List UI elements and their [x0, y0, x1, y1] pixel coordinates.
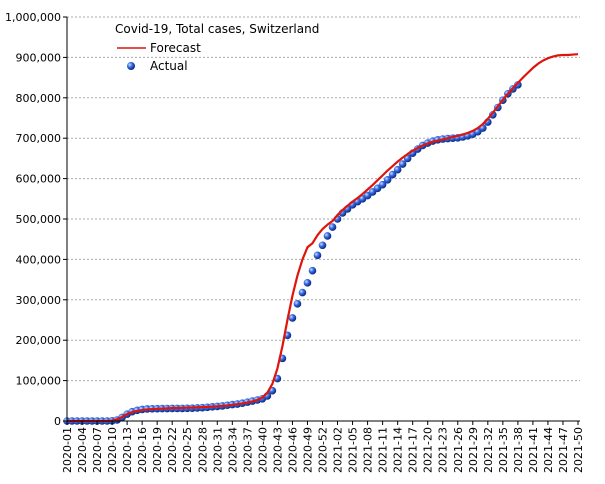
data-point — [303, 279, 312, 287]
x-tick-label: 2021-26 — [452, 427, 465, 473]
data-point — [388, 170, 397, 179]
data-point — [383, 176, 392, 184]
x-tick-label: 2020-04 — [76, 427, 89, 473]
x-tick-label: 2021-32 — [482, 427, 495, 473]
data-point — [328, 223, 337, 231]
chart-title: Covid-19, Total cases, Switzerland — [115, 22, 319, 36]
y-tick-label: 700,000 — [16, 132, 62, 145]
x-tick-label: 2020-49 — [301, 427, 314, 473]
x-tick-label: 2020-52 — [317, 427, 330, 473]
data-point — [313, 251, 322, 260]
plot-area — [63, 53, 579, 425]
x-tick-label: 2020-13 — [121, 427, 134, 473]
data-point — [298, 288, 307, 297]
x-tick-label: 2021-02 — [332, 427, 345, 473]
x-tick-label: 2020-10 — [106, 427, 119, 473]
y-tick-label: 800,000 — [16, 92, 62, 105]
y-tick-label: 100,000 — [16, 375, 62, 388]
y-tick-label: 1,000,000 — [5, 11, 61, 24]
data-point — [288, 314, 297, 322]
y-tick-label: 500,000 — [16, 213, 62, 226]
y-tick-label: 0 — [54, 415, 61, 428]
x-tick-label: 2021-41 — [527, 427, 540, 473]
grid — [67, 16, 580, 382]
x-tick-label: 2021-20 — [422, 427, 435, 473]
x-tick-label: 2020-25 — [181, 427, 194, 473]
x-tick-label: 2020-22 — [166, 427, 179, 473]
x-tick-label: 2020-19 — [151, 427, 164, 473]
y-tick-label: 400,000 — [16, 253, 62, 266]
y-tick-label: 600,000 — [16, 173, 62, 186]
x-tick-label: 2020-31 — [211, 427, 224, 473]
x-tick-label: 2020-28 — [196, 427, 209, 473]
x-tick-label: 2020-40 — [256, 427, 269, 473]
legend-label: Forecast — [150, 41, 201, 55]
x-tick-label: 2021-14 — [392, 427, 405, 473]
x-tick-label: 2021-38 — [512, 427, 525, 473]
data-point — [318, 241, 327, 250]
x-tick-label: 2021-17 — [407, 427, 420, 473]
data-point — [293, 300, 302, 308]
x-tick-label: 2021-23 — [437, 427, 450, 473]
data-point — [323, 232, 332, 240]
x-tick-label: 2021-08 — [362, 427, 375, 473]
y-tick-label: 200,000 — [16, 334, 62, 347]
x-tick-label: 2020-16 — [136, 427, 149, 473]
y-tick-label: 300,000 — [16, 294, 62, 307]
x-tick-label: 2021-44 — [542, 427, 555, 473]
x-tick-label: 2020-46 — [286, 427, 299, 473]
legend-marker — [127, 62, 135, 70]
x-tick-label: 2021-50 — [572, 427, 585, 473]
x-tick-label: 2020-43 — [271, 427, 284, 473]
x-tick-label: 2020-01 — [61, 427, 74, 473]
data-point — [378, 180, 387, 189]
x-tick-label: 2021-35 — [497, 427, 510, 473]
data-point — [308, 266, 317, 275]
data-point — [393, 165, 402, 174]
x-tick-label: 2021-05 — [347, 427, 360, 473]
data-point — [514, 81, 522, 89]
y-tick-label: 900,000 — [16, 51, 62, 64]
forecast-line — [67, 53, 579, 423]
data-point — [398, 160, 407, 168]
x-tick-label: 2021-11 — [377, 427, 390, 473]
x-tick-label: 2020-07 — [91, 427, 104, 473]
x-tick-label: 2021-47 — [557, 427, 570, 473]
x-tick-label: 2020-34 — [226, 427, 239, 473]
x-tick-label: 2020-37 — [241, 427, 254, 473]
legend: Forecast Actual — [117, 41, 201, 73]
axes: 0 100,000 200,000 300,000 400,000 500,000 600,… — [5, 11, 585, 473]
legend-label: Actual — [150, 59, 188, 73]
x-tick-label: 2021-29 — [467, 427, 480, 473]
